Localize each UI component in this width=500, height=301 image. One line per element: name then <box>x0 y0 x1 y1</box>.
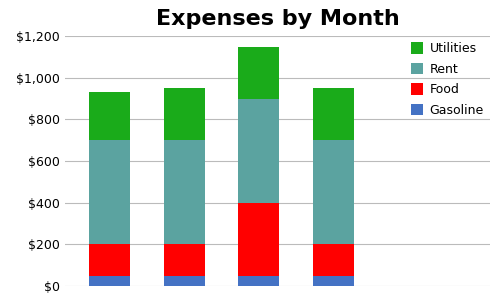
Bar <box>164 244 205 275</box>
Bar <box>313 140 354 244</box>
Bar <box>89 244 130 275</box>
Bar <box>164 88 205 140</box>
Bar <box>164 140 205 244</box>
Bar <box>238 47 280 98</box>
Bar <box>89 275 130 286</box>
Bar <box>313 275 354 286</box>
Bar <box>238 275 280 286</box>
Legend: Utilities, Rent, Food, Gasoline: Utilities, Rent, Food, Gasoline <box>411 42 484 117</box>
Bar <box>313 244 354 275</box>
Bar <box>313 88 354 140</box>
Bar <box>164 275 205 286</box>
Title: Expenses by Month: Expenses by Month <box>156 9 400 29</box>
Bar <box>89 140 130 244</box>
Bar <box>238 203 280 275</box>
Bar <box>238 98 280 203</box>
Bar <box>89 92 130 140</box>
